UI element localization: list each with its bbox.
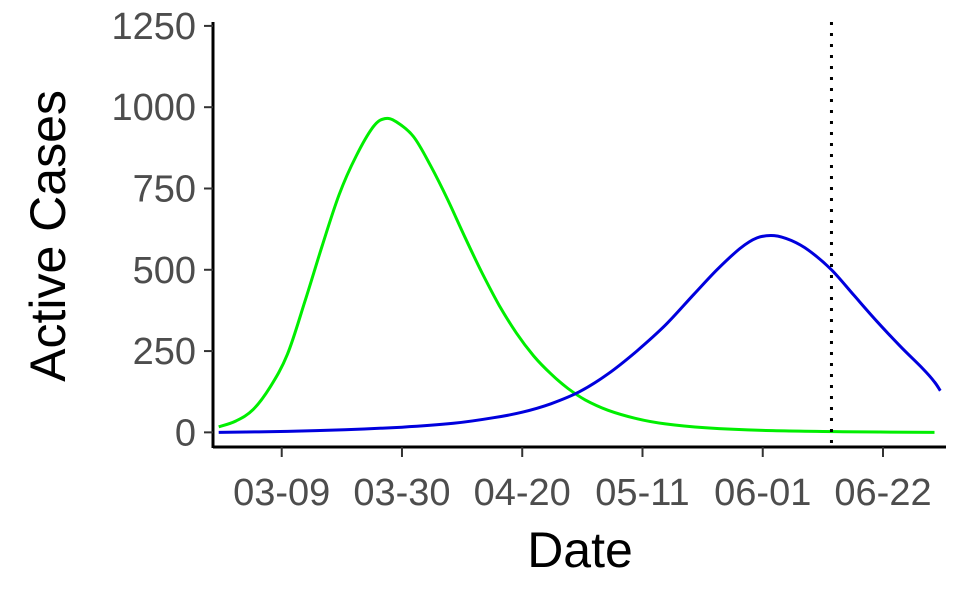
- x-tick-label: 03-09: [233, 472, 330, 514]
- x-axis-title: Date: [527, 522, 633, 578]
- series-line-1: [218, 116, 935, 434]
- x-tick-label: 06-01: [714, 472, 811, 514]
- plot-series: [218, 116, 942, 434]
- y-axis-title: Active Cases: [20, 90, 76, 382]
- series-line-2: [218, 233, 942, 434]
- y-axis-ticks: 0 250 500 750 1000 1250: [111, 6, 213, 454]
- y-tick-label: 1000: [111, 87, 196, 129]
- y-tick-label: 250: [133, 331, 196, 373]
- x-tick-label: 06-22: [834, 472, 931, 514]
- y-tick-label: 1250: [111, 6, 196, 48]
- y-tick-label: 500: [133, 250, 196, 292]
- y-tick-label: 0: [175, 412, 196, 454]
- x-axis-ticks: 03-09 03-30 04-20 05-11 06-01 06-22: [233, 447, 932, 514]
- y-tick-label: 750: [133, 168, 196, 210]
- x-tick-label: 05-11: [595, 472, 689, 514]
- x-tick-label: 04-20: [474, 472, 571, 514]
- x-tick-label: 03-30: [353, 472, 450, 514]
